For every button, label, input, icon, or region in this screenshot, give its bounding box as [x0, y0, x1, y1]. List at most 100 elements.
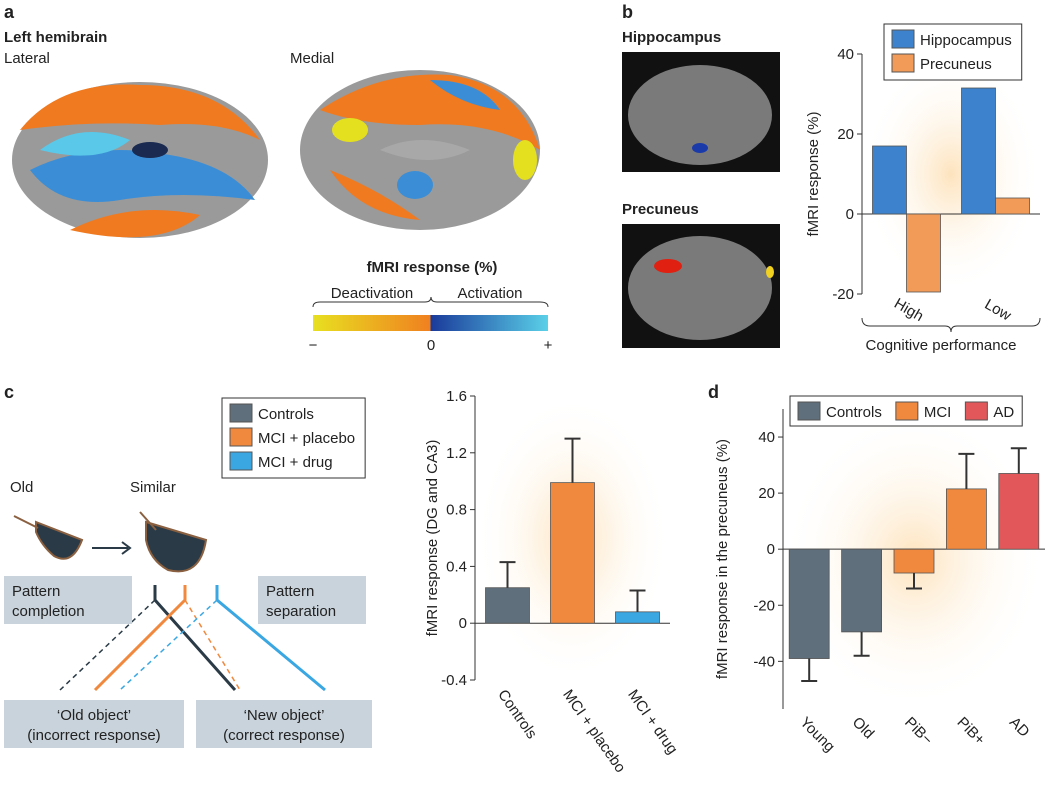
panel-label: b — [622, 2, 633, 22]
y-tick-label: 1.2 — [446, 445, 467, 462]
error-bar — [564, 437, 581, 483]
x-tick-label: High — [891, 295, 926, 325]
bar — [550, 482, 595, 624]
y-tick-label: 0 — [846, 206, 854, 223]
mri-label: Precuneus — [622, 201, 699, 218]
legend-label: Precuneus — [920, 56, 992, 73]
error-bar — [958, 452, 975, 489]
callout-text: Pattern — [266, 583, 314, 600]
bar — [788, 548, 830, 659]
legend-label: MCI — [924, 404, 952, 421]
callout — [258, 576, 366, 624]
arrow — [119, 599, 218, 691]
y-tick-label: -40 — [753, 653, 775, 670]
error-bar — [1010, 447, 1027, 474]
y-axis-label: fMRI response (DG and CA3) — [424, 440, 441, 637]
y-tick-label: 0.8 — [446, 502, 467, 519]
callout-text: Pattern — [12, 583, 60, 600]
colorbar-tick: + — [544, 337, 553, 354]
legend-label: Controls — [258, 406, 314, 423]
colorbar-tick: − — [309, 337, 318, 354]
y-tick-label: 40 — [758, 429, 775, 446]
x-tick-label: Controls — [494, 687, 540, 743]
x-tick-label: Young — [796, 714, 838, 756]
colorbar — [313, 315, 548, 331]
legend-swatch — [891, 53, 915, 73]
trowel-icon — [13, 515, 84, 560]
bar — [946, 488, 987, 550]
bar — [961, 87, 996, 215]
outcome-box — [196, 700, 372, 748]
mri-image — [628, 236, 772, 340]
bar — [485, 587, 530, 624]
legend-label: MCI + drug — [258, 454, 333, 471]
brace — [312, 296, 549, 308]
mri-image — [628, 65, 772, 165]
bar — [998, 473, 1040, 550]
arrow — [59, 599, 156, 691]
diagram-label: Similar — [130, 479, 176, 496]
y-axis-label: fMRI response (%) — [805, 111, 822, 236]
mri-highlight — [766, 266, 774, 278]
y-tick-label: 20 — [758, 485, 775, 502]
x-tick-label: AD — [1006, 714, 1033, 741]
outcome-box — [4, 700, 184, 748]
mri-highlight — [654, 259, 682, 273]
callout-text: completion — [12, 603, 85, 620]
callout-text: separation — [266, 603, 336, 620]
mri-label: Hippocampus — [622, 29, 721, 46]
bar — [906, 213, 941, 293]
bar — [893, 548, 935, 574]
brace — [861, 317, 1041, 333]
y-tick-label: -20 — [753, 597, 775, 614]
error-bar — [801, 658, 818, 682]
outcome-text: (correct response) — [223, 727, 345, 744]
view-label: Medial — [290, 50, 334, 67]
legend-swatch — [229, 403, 253, 423]
mri-highlight — [692, 143, 708, 153]
y-tick-label: 0 — [459, 615, 467, 632]
outcome-text: (incorrect response) — [27, 727, 160, 744]
legend-swatch — [895, 401, 919, 421]
legend-label: Hippocampus — [920, 32, 1012, 49]
error-bar — [853, 631, 870, 657]
x-axis-label: Cognitive performance — [866, 337, 1017, 354]
trowel-icon — [139, 511, 208, 573]
colorbar-title: fMRI response (%) — [367, 259, 498, 276]
error-bar — [629, 589, 646, 612]
colorbar-tick: 0 — [427, 337, 435, 354]
panel-label: c — [4, 382, 14, 402]
legend-label: MCI + placebo — [258, 430, 355, 447]
y-tick-label: 20 — [837, 126, 854, 143]
colorbar-side: Deactivation — [331, 285, 414, 302]
x-tick-label: Old — [849, 714, 878, 743]
legend-swatch — [229, 451, 253, 471]
x-tick-label: PiB− — [901, 714, 936, 749]
bar — [995, 197, 1030, 215]
legend-swatch — [797, 401, 821, 421]
legend-label: Controls — [826, 404, 882, 421]
arrow — [153, 585, 237, 691]
legend-swatch — [229, 427, 253, 447]
legend-swatch — [891, 29, 915, 49]
legend-swatch — [964, 401, 988, 421]
panel-label: d — [708, 382, 719, 402]
x-tick-label: MCI + drug — [624, 687, 681, 758]
bar — [841, 548, 882, 633]
panel-label: a — [4, 2, 15, 22]
x-tick-label: PiB+ — [954, 714, 989, 749]
error-bar — [499, 561, 516, 588]
brain-heading: Left hemibrain — [4, 29, 107, 46]
callout — [4, 576, 132, 624]
y-tick-label: -0.4 — [441, 672, 467, 689]
arrow — [92, 541, 132, 555]
outcome-text: ‘Old object’ — [57, 707, 131, 724]
x-tick-label: Low — [982, 296, 1014, 325]
brain-medial — [300, 70, 540, 230]
y-axis-label: fMRI response in the precuneus (%) — [714, 439, 731, 679]
brain-lateral — [12, 82, 268, 238]
bar — [872, 145, 907, 215]
bar — [615, 611, 660, 624]
y-tick-label: 0 — [767, 541, 775, 558]
